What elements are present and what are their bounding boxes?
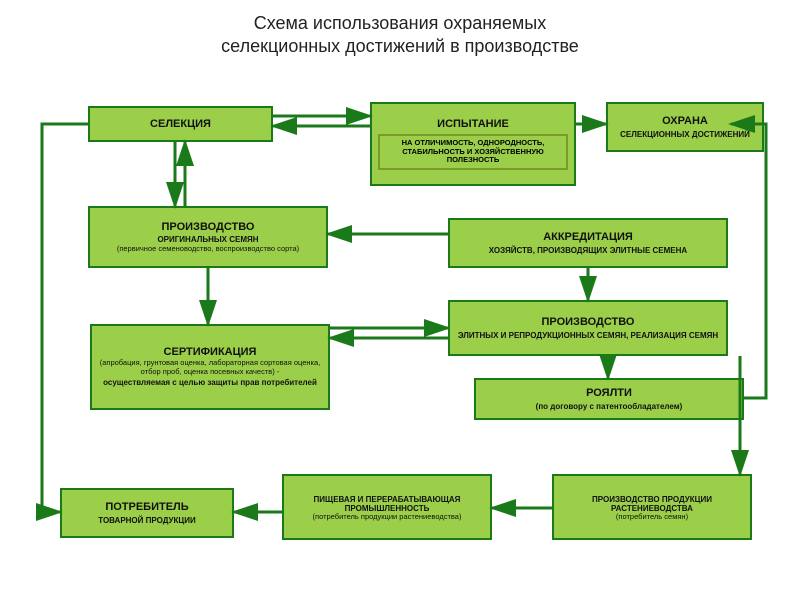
node-test: ИСПЫТАНИЕНА ОТЛИЧИМОСТЬ, ОДНОРОДНОСТЬ, С… [370, 102, 576, 186]
node-prod_elite: ПРОИЗВОДСТВОЭЛИТНЫХ И РЕПРОДУКЦИОННЫХ СЕ… [448, 300, 728, 356]
title-line-1: Схема использования охраняемых [254, 13, 547, 33]
node-selection: СЕЛЕКЦИЯ [88, 106, 273, 142]
title-line-2: селекционных достижений в производстве [221, 36, 579, 56]
node-prod_orig: ПРОИЗВОДСТВООРИГИНАЛЬНЫХ СЕМЯН(первичное… [88, 206, 328, 268]
node-accred: АККРЕДИТАЦИЯХОЗЯЙСТВ, ПРОИЗВОДЯЩИХ ЭЛИТН… [448, 218, 728, 268]
node-food_ind: ПИЩЕВАЯ И ПЕРЕРАБАТЫВАЮЩАЯ ПРОМЫШЛЕННОСТ… [282, 474, 492, 540]
node-crop_prod: ПРОИЗВОДСТВО ПРОДУКЦИИ РАСТЕНИЕВОДСТВА(п… [552, 474, 752, 540]
node-protection: ОХРАНАСЕЛЕКЦИОННЫХ ДОСТИЖЕНИЙ [606, 102, 764, 152]
node-royalty: РОЯЛТИ(по договору с патентообладателем) [474, 378, 744, 420]
node-cert: СЕРТИФИКАЦИЯ(апробация, грунтовая оценка… [90, 324, 330, 410]
diagram-title: Схема использования охраняемых селекцион… [0, 12, 800, 59]
node-consumer: ПОТРЕБИТЕЛЬТОВАРНОЙ ПРОДУКЦИИ [60, 488, 234, 538]
